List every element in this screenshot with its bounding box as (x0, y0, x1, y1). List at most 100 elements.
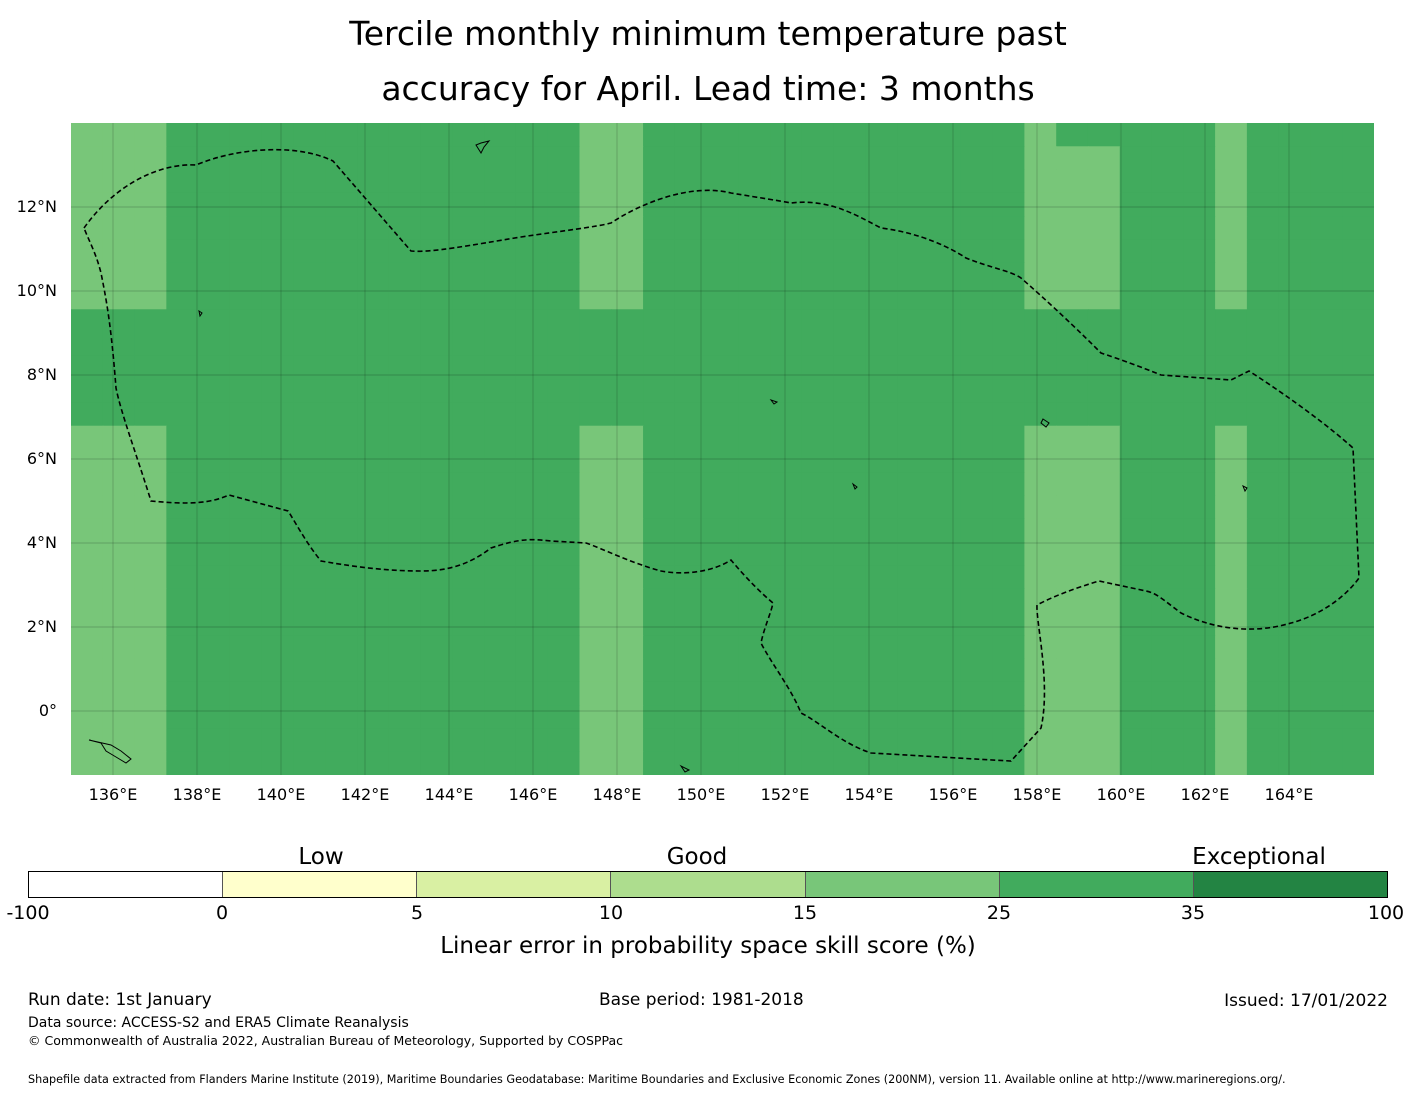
grid-cell (929, 239, 962, 264)
grid-cell (484, 309, 517, 334)
grid-cell (643, 449, 676, 473)
grid-cell (325, 728, 358, 753)
grid-cell (960, 751, 994, 775)
grid-cell (674, 495, 708, 520)
grid-cell (1342, 332, 1374, 357)
grid-cell (452, 332, 485, 357)
grid-cell (484, 169, 517, 194)
lon-label-156e: 156°E (928, 785, 978, 804)
grid-cell (960, 402, 994, 427)
grid-cell (1024, 472, 1057, 497)
grid-cell (1215, 635, 1248, 660)
grid-cell (325, 495, 358, 520)
grid-cell (388, 449, 422, 473)
grid-cell (1310, 565, 1343, 590)
grid-cell (929, 658, 962, 683)
grid-cell (1215, 612, 1248, 636)
grid-cell (1119, 449, 1153, 473)
grid-cell (134, 472, 167, 497)
grid-cell (261, 588, 295, 613)
grid-cell (770, 355, 803, 380)
grid-cell (706, 309, 739, 334)
grid-cell (547, 542, 581, 567)
grid-cell (71, 309, 104, 334)
grid-cell (1215, 355, 1248, 380)
grid-cell (706, 425, 739, 450)
grid-cell (293, 728, 326, 753)
grid-cell (71, 402, 104, 427)
grid-cell (1246, 635, 1280, 660)
grid-cell (643, 402, 676, 427)
grid-cell (325, 612, 358, 636)
grid-cell (166, 402, 199, 427)
grid-cell (1310, 239, 1343, 264)
grid-cell (706, 542, 739, 567)
grid-cell (897, 332, 930, 357)
grid-cell (1278, 495, 1312, 520)
grid-cell (1151, 262, 1184, 287)
grid-cell (1246, 518, 1280, 543)
grid-cell (484, 379, 517, 404)
grid-cell (293, 751, 326, 775)
grid-cell (293, 518, 326, 543)
grid-cell (71, 495, 104, 520)
grid-cell (1246, 425, 1280, 450)
grid-cell (1024, 449, 1057, 473)
grid-cell (102, 495, 136, 520)
grid-cell (1024, 286, 1057, 310)
grid-cell (1183, 286, 1216, 310)
grid-cell (1024, 402, 1057, 427)
grid-cell (388, 379, 422, 404)
grid-cell (611, 216, 644, 241)
grid-cell (198, 379, 231, 404)
grid-cell (1215, 495, 1248, 520)
grid-cell (643, 635, 676, 660)
grid-cell (1215, 379, 1248, 404)
grid-cell (833, 425, 867, 450)
grid-cell (865, 239, 898, 264)
grid-cell (1183, 146, 1216, 171)
grid-cell (706, 658, 739, 683)
grid-cell (1119, 332, 1153, 357)
grid-cell (293, 309, 326, 334)
grid-cells (71, 123, 1374, 775)
grid-cell (706, 169, 739, 194)
grid-cell (706, 262, 739, 287)
grid-cell (357, 751, 390, 775)
grid-cell (1215, 565, 1248, 590)
grid-cell (229, 286, 263, 310)
grid-cell (71, 262, 104, 287)
grid-cell (770, 495, 803, 520)
grid-cell (1310, 286, 1343, 310)
grid-cell (1278, 355, 1312, 380)
grid-cell (198, 495, 231, 520)
grid-cell (357, 192, 390, 217)
grid-cell (1119, 123, 1153, 147)
grid-cell (674, 681, 708, 706)
grid-cell (102, 449, 136, 473)
grid-cell (71, 355, 104, 380)
grid-cell (388, 425, 422, 450)
grid-cell (388, 612, 422, 636)
colorbar-segment-3 (611, 872, 806, 897)
grid-cell (611, 239, 644, 264)
grid-cell (166, 495, 199, 520)
grid-cell (452, 705, 485, 730)
grid-cell (547, 728, 581, 753)
grid-cell (452, 216, 485, 241)
grid-cell (1087, 705, 1121, 730)
grid-cell (801, 681, 835, 706)
grid-cell (643, 216, 676, 241)
grid-cell (865, 495, 898, 520)
grid-cell (357, 728, 390, 753)
grid-cell (992, 542, 1026, 567)
grid-cell (102, 192, 136, 217)
grid-cell (166, 588, 199, 613)
grid-cell (738, 262, 771, 287)
grid-cell (1087, 402, 1121, 427)
grid-cell (929, 472, 962, 497)
grid-cell (102, 169, 136, 194)
grid-cell (579, 472, 612, 497)
grid-cell (897, 239, 930, 264)
grid-cell (960, 542, 994, 567)
